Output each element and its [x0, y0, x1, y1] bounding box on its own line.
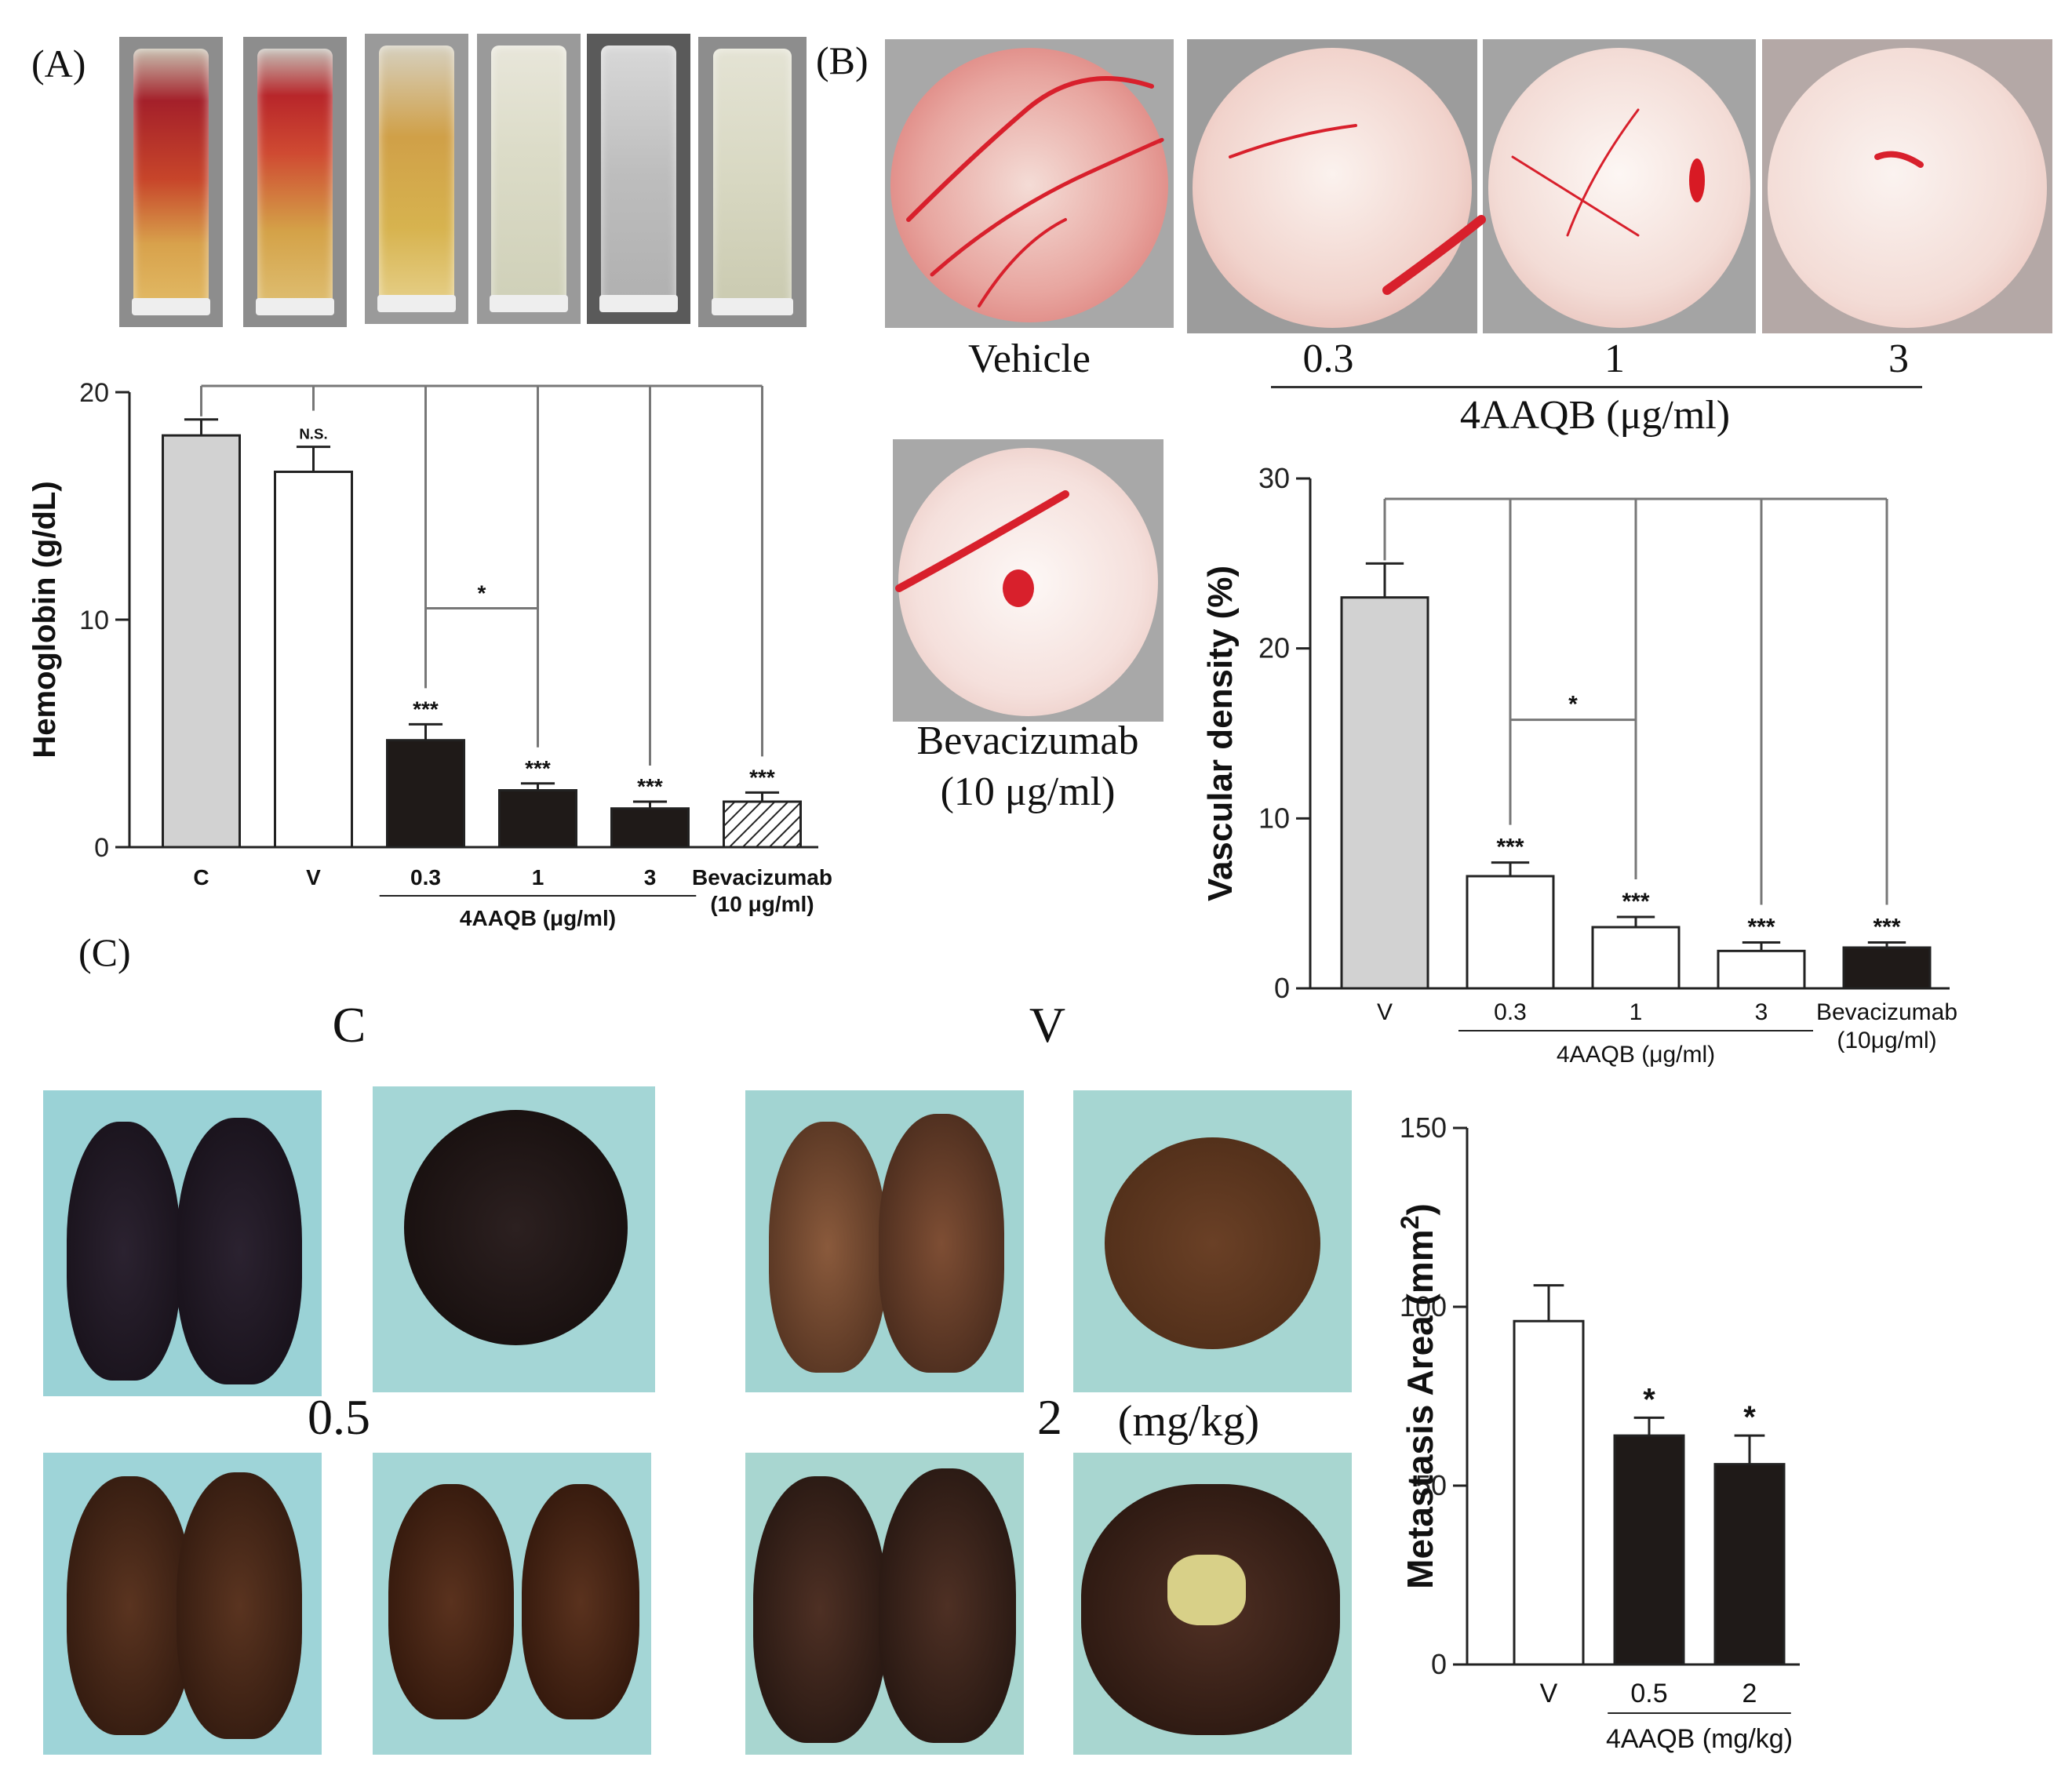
x-category-label: V [1377, 999, 1393, 1025]
lung-photo-dose05-1 [43, 1453, 322, 1755]
x-category-label: 0.3 [410, 865, 441, 890]
bar [610, 807, 690, 849]
bar [162, 434, 241, 849]
photo-label-dose-1: 1 [1604, 337, 1625, 381]
x-category-sublabel: (10 μg/ml) [710, 892, 814, 916]
photo-label-lung-dose-05: 0.5 [308, 1389, 370, 1445]
photo-label-lung-dose-2: 2 [1037, 1389, 1062, 1445]
group-label: 4AAQB (μg/ml) [1557, 1042, 1715, 1067]
x-category-sublabel: (10μg/ml) [1837, 1028, 1936, 1053]
lung-photo-dose05-2 [373, 1453, 651, 1755]
panel-label-c: (C) [78, 930, 131, 974]
x-category-label: V [306, 865, 321, 890]
significance-label: *** [749, 765, 775, 789]
panel-label-a: (A) [31, 42, 86, 85]
dose-group-line [1271, 386, 1922, 388]
x-category-label: C [193, 865, 209, 890]
bar [386, 739, 465, 849]
lung-photo-vehicle-2 [1073, 1090, 1352, 1392]
photo-label-bevacizumab-dose: (10 μg/ml) [940, 769, 1116, 814]
significance-label: *** [1496, 835, 1524, 860]
significance-label: * [1743, 1400, 1756, 1435]
bar [1842, 946, 1932, 990]
bar [1613, 1434, 1685, 1666]
x-category-label: 1 [532, 865, 544, 890]
bar [498, 789, 577, 849]
y-tick-label: 150 [1400, 1111, 1447, 1144]
significance-label: *** [1747, 915, 1775, 940]
y-axis-label: Hemoglobin (g/dL) [27, 481, 62, 758]
group-label: 4AAQB (mg/kg) [1606, 1724, 1793, 1754]
lung-photo-control-1 [43, 1090, 322, 1396]
photo-label-dose-03: 0.3 [1302, 337, 1354, 381]
x-category-label: Bevacizumab [1816, 999, 1957, 1025]
pair-significance: * [1568, 692, 1578, 718]
photo-label-bevacizumab: Bevacizumab [916, 719, 1139, 763]
dish-photo-vehicle [885, 39, 1174, 328]
bar [274, 471, 353, 849]
significance-label: *** [637, 774, 663, 799]
tube-photo-dose-1 [477, 34, 581, 324]
group-label: 4AAQB (μg/ml) [460, 906, 616, 930]
bar [1513, 1319, 1585, 1666]
bar [1466, 875, 1555, 990]
x-category-label: V [1540, 1679, 1558, 1708]
vessel-sketch-overlay [895, 76, 1924, 607]
x-category-label: 3 [644, 865, 657, 890]
bar [1713, 1463, 1786, 1666]
y-tick-label: 20 [1258, 632, 1290, 664]
significance-label: N.S. [299, 426, 327, 442]
dish-photo-dose-03 [1187, 39, 1477, 333]
y-tick-label: 10 [1258, 802, 1290, 834]
y-tick-label: 20 [79, 378, 109, 408]
significance-label: *** [413, 697, 439, 721]
x-category-label: 1 [1630, 999, 1643, 1025]
photo-label-lung-control: C [332, 997, 366, 1053]
tube-photo-dose-3 [587, 34, 690, 324]
photo-label-vehicle: Vehicle [968, 337, 1091, 381]
tube-photo-dose-03 [365, 34, 468, 324]
significance-label: *** [525, 756, 551, 780]
panel-label-b: (B) [816, 38, 868, 82]
y-tick-label: 50 [1415, 1469, 1447, 1501]
lung-photo-control-2 [373, 1086, 655, 1392]
metastasis-area-chart: 0 50 100 150 Metastasis Area (mm2) V * 0.5 * 2 4AA… [1396, 1111, 1800, 1754]
x-category-label: Bevacizumab [692, 865, 832, 890]
x-category-label: 3 [1755, 999, 1768, 1025]
lung-photo-dose2-1 [745, 1453, 1024, 1755]
bar [1717, 949, 1806, 990]
photo-label-lung-vehicle: V [1029, 997, 1066, 1053]
x-category-label: 2 [1742, 1679, 1757, 1708]
dish-photo-dose-3 [1762, 39, 2052, 333]
photo-label-dose-unit: 4AAQB (μg/ml) [1459, 393, 1731, 438]
tube-photo-control [119, 37, 223, 327]
y-tick-label: 10 [79, 606, 109, 635]
x-category-label: 0.5 [1630, 1679, 1667, 1708]
x-category-label: 0.3 [1494, 999, 1527, 1025]
bar [1591, 926, 1681, 990]
dish-photo-dose-1 [1483, 39, 1756, 333]
y-tick-label: 0 [94, 833, 109, 863]
photo-label-dose-3: 3 [1888, 337, 1909, 381]
lung-photo-dose2-2 [1073, 1453, 1352, 1755]
tube-photo-bevacizumab [698, 37, 807, 327]
y-tick-label: 100 [1400, 1290, 1447, 1322]
significance-label: * [1643, 1382, 1655, 1417]
tube-photo-vehicle [243, 37, 347, 327]
significance-label: *** [1873, 915, 1900, 940]
lung-photo-vehicle-1 [745, 1090, 1024, 1392]
y-tick-label: 30 [1258, 462, 1290, 494]
y-axis-label: Metastasis Area (mm2) [1396, 1203, 1440, 1589]
significance-label: *** [1622, 889, 1649, 915]
pair-significance: * [478, 581, 486, 606]
y-tick-label: 0 [1431, 1648, 1447, 1680]
bar [1340, 596, 1429, 990]
bar [723, 800, 802, 849]
y-axis-label: Vascular density (%) [1201, 566, 1240, 901]
photo-label-lung-unit: (mg/kg) [1117, 1397, 1260, 1446]
y-tick-label: 0 [1274, 972, 1290, 1004]
